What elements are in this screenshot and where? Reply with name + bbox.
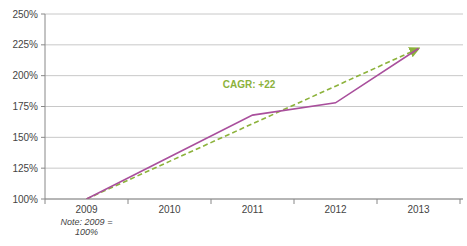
grid-line [45, 168, 463, 169]
x-band-tick [460, 199, 461, 204]
grid-line [45, 137, 463, 138]
x-tick-label: 2013 [407, 204, 430, 215]
y-axis [45, 14, 46, 199]
x-band-tick [128, 199, 129, 204]
annotation: CAGR: +22 [223, 79, 276, 90]
y-tick-label: 150% [12, 132, 38, 143]
y-tick [41, 137, 45, 138]
y-tick-label: 100% [12, 194, 38, 205]
note: Note: 2009 = 100% [52, 217, 122, 237]
chart-svg: 100% 125% 150% 175% 200% 225% 250% 2009 2010 2011… [0, 0, 467, 246]
plot-group [87, 49, 419, 199]
x-band-tick [377, 199, 378, 204]
grid-line [45, 14, 463, 15]
y-tick [41, 168, 45, 169]
x-tick-label: 2010 [158, 204, 181, 215]
y-tick-label: 250% [12, 9, 38, 20]
x-band-tick [211, 199, 212, 204]
y-tick [41, 44, 45, 45]
y-tick [41, 199, 45, 200]
trend-line [87, 49, 419, 199]
data-line [87, 49, 419, 199]
y-tick [41, 14, 45, 15]
y-tick [41, 106, 45, 107]
y-tick-label: 200% [12, 70, 38, 81]
y-tick-label: 225% [12, 39, 38, 50]
y-tick-label: 175% [12, 101, 38, 112]
x-band-tick [294, 199, 295, 204]
grid-line [45, 106, 463, 107]
chart-root: 100% 125% 150% 175% 200% 225% 250% 2009 2010 2011… [0, 0, 467, 246]
y-tick-label: 125% [12, 163, 38, 174]
x-axis [45, 199, 463, 200]
x-tick-label: 2012 [324, 204, 347, 215]
x-tick-label: 2009 [75, 204, 98, 215]
x-tick-label: 2011 [242, 204, 264, 215]
grid-line [45, 44, 463, 45]
y-tick [41, 75, 45, 76]
x-band-tick [45, 199, 46, 204]
grid-line [45, 199, 463, 200]
grid-line [45, 75, 463, 76]
